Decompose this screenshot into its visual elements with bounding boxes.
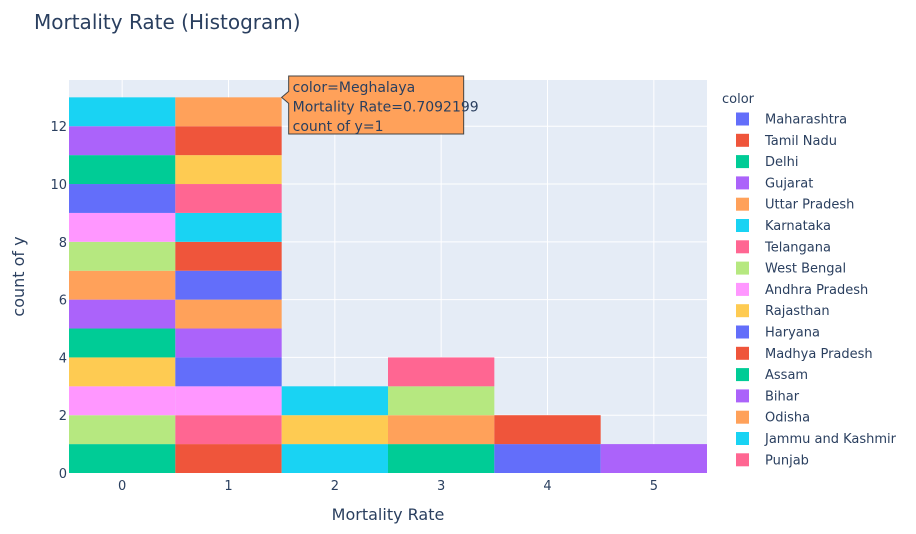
histogram-bar-segment bbox=[388, 444, 495, 473]
histogram-bar-segment bbox=[69, 184, 176, 213]
histogram-bar-segment bbox=[175, 155, 282, 185]
legend-swatch bbox=[736, 176, 749, 190]
legend-label: Gujarat bbox=[765, 176, 813, 191]
y-axis-title: count of y bbox=[9, 236, 28, 316]
legend-label: Tamil Nadu bbox=[764, 134, 837, 149]
histogram-bar-segment bbox=[281, 415, 388, 445]
x-tick-label: 3 bbox=[437, 479, 445, 494]
legend-label: Haryana bbox=[765, 326, 820, 341]
x-tick-label: 0 bbox=[118, 479, 126, 494]
histogram-bar-segment bbox=[69, 241, 176, 271]
histogram-bar-segment bbox=[388, 357, 495, 387]
y-tick-label: 10 bbox=[50, 178, 67, 193]
y-tick-label: 2 bbox=[59, 409, 67, 424]
histogram-bar-segment bbox=[175, 444, 282, 473]
histogram-bar-segment bbox=[175, 270, 282, 300]
histogram-bar-segment bbox=[175, 126, 282, 156]
histogram-bar-segment bbox=[175, 415, 282, 445]
histogram-bar-segment bbox=[175, 212, 282, 242]
y-tick-label: 4 bbox=[59, 351, 67, 366]
legend-swatch bbox=[736, 453, 749, 467]
histogram-bar-segment bbox=[175, 241, 282, 271]
histogram-bar-segment bbox=[69, 299, 176, 329]
histogram-bar-segment bbox=[175, 184, 282, 213]
hover-tooltip: color=Meghalaya Mortality Rate=0.7092199 c… bbox=[280, 75, 479, 135]
legend-swatch bbox=[736, 368, 749, 382]
histogram-bar-segment bbox=[69, 126, 176, 156]
legend: color Maharashtra Tamil Nadu Delhi Gujarat U… bbox=[722, 92, 897, 468]
histogram-bar-segment bbox=[69, 357, 176, 387]
legend-label: Maharashtra bbox=[765, 113, 847, 128]
tooltip-line: color=Meghalaya bbox=[293, 80, 416, 96]
histogram-bar-segment bbox=[69, 415, 176, 445]
legend-label: Bihar bbox=[765, 389, 800, 404]
legend-label: Telangana bbox=[764, 240, 831, 255]
legend-label: Uttar Pradesh bbox=[765, 198, 854, 213]
x-tick-label: 1 bbox=[224, 479, 232, 494]
legend-label: Jammu and Kashmir bbox=[764, 432, 897, 447]
histogram-bar-segment bbox=[388, 415, 495, 445]
chart-title: Mortality Rate (Histogram) bbox=[34, 10, 301, 34]
legend-label: West Bengal bbox=[765, 262, 846, 277]
legend-swatch bbox=[736, 261, 749, 275]
histogram-bar-segment bbox=[175, 299, 282, 329]
legend-title: color bbox=[722, 92, 755, 107]
tooltip-line: Mortality Rate=0.7092199 bbox=[293, 100, 479, 116]
legend-swatch bbox=[736, 240, 749, 254]
legend-label: Punjab bbox=[765, 453, 809, 468]
y-tick-label: 0 bbox=[59, 467, 67, 482]
x-tick-label: 4 bbox=[543, 479, 551, 494]
histogram-bar-segment bbox=[494, 415, 601, 445]
histogram-bar-segment bbox=[69, 97, 176, 127]
tooltip-box bbox=[280, 75, 465, 135]
y-tick-label: 6 bbox=[59, 294, 67, 309]
histogram-bar-segment bbox=[281, 386, 388, 416]
legend-swatch bbox=[736, 219, 749, 232]
histogram-bar-segment bbox=[281, 444, 388, 473]
bars bbox=[69, 97, 707, 473]
y-axis-ticks: 0 2 4 6 8 10 12 bbox=[50, 120, 67, 482]
legend-swatch bbox=[736, 325, 749, 339]
x-tick-label: 5 bbox=[650, 479, 658, 494]
histogram-bar-segment bbox=[388, 386, 495, 416]
legend-swatch bbox=[736, 155, 749, 169]
legend-label: Rajasthan bbox=[765, 304, 830, 319]
histogram-bar-segment bbox=[175, 357, 282, 387]
legend-label: Delhi bbox=[765, 155, 798, 170]
legend-swatch bbox=[736, 410, 749, 424]
histogram-bar-segment bbox=[494, 444, 601, 473]
y-tick-label: 12 bbox=[50, 120, 67, 135]
histogram-bar-segment bbox=[69, 328, 176, 358]
histogram-bar-segment bbox=[69, 270, 176, 300]
histogram-bar-segment bbox=[175, 97, 282, 127]
x-axis-title: Mortality Rate bbox=[332, 505, 445, 524]
legend-swatch bbox=[736, 112, 749, 126]
y-tick-label: 8 bbox=[59, 236, 67, 251]
x-tick-label: 2 bbox=[331, 479, 339, 494]
histogram-bar-segment bbox=[175, 386, 282, 416]
legend-label: Madhya Pradesh bbox=[765, 347, 873, 362]
legend-label: Assam bbox=[765, 368, 808, 383]
legend-swatch bbox=[736, 197, 749, 211]
legend-swatch bbox=[736, 346, 749, 360]
legend-swatch bbox=[736, 282, 749, 296]
histogram-bar-segment bbox=[600, 444, 707, 473]
legend-swatch bbox=[736, 432, 749, 445]
histogram-bar-segment bbox=[69, 155, 176, 185]
tooltip-line: count of y=1 bbox=[293, 119, 384, 135]
histogram-bar-segment bbox=[175, 328, 282, 358]
legend-swatch bbox=[736, 389, 749, 403]
x-axis-ticks: 0 1 2 3 4 5 bbox=[118, 479, 658, 494]
histogram-bar-segment bbox=[69, 444, 176, 473]
legend-label: Andhra Pradesh bbox=[765, 283, 868, 298]
histogram-bar-segment bbox=[69, 212, 176, 242]
legend-swatch bbox=[736, 304, 749, 318]
legend-label: Odisha bbox=[765, 411, 810, 426]
legend-label: Karnataka bbox=[765, 219, 831, 234]
legend-swatch bbox=[736, 133, 749, 147]
histogram-bar-segment bbox=[69, 386, 176, 416]
